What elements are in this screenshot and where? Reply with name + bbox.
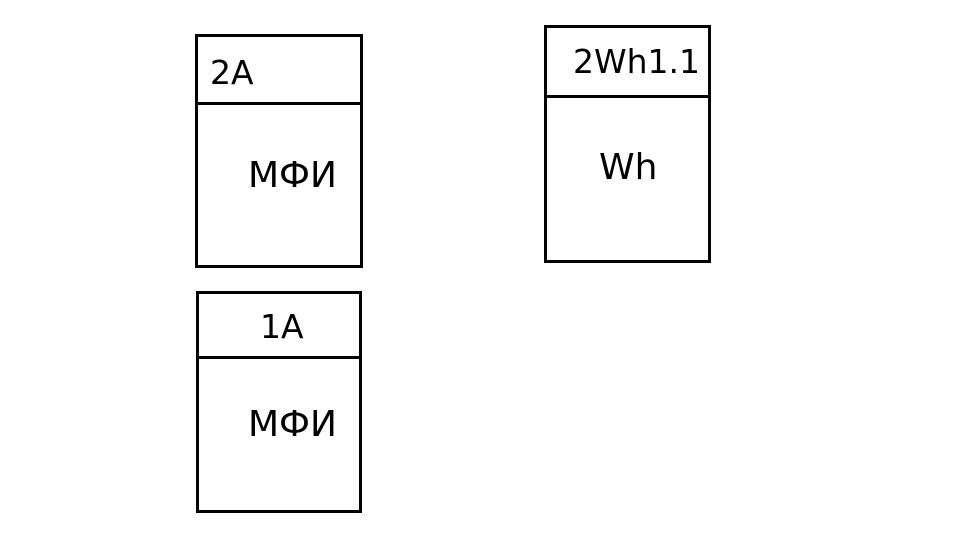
device-block-header: 2A: [198, 37, 360, 105]
device-tag: 2A: [210, 53, 254, 92]
device-label: МФИ: [248, 404, 337, 445]
device-block-2wh1-1: 2Wh1.1 Wh: [544, 25, 711, 263]
device-block-1a: 1A МФИ: [196, 291, 362, 513]
device-tag: 1A: [260, 307, 304, 346]
device-block-2a: 2A МФИ: [195, 34, 363, 268]
device-label: Wh: [599, 147, 658, 188]
device-label: МФИ: [248, 155, 337, 196]
device-block-header: 2Wh1.1: [547, 28, 708, 98]
device-tag: 2Wh1.1: [573, 42, 701, 81]
device-block-header: 1A: [199, 294, 359, 359]
